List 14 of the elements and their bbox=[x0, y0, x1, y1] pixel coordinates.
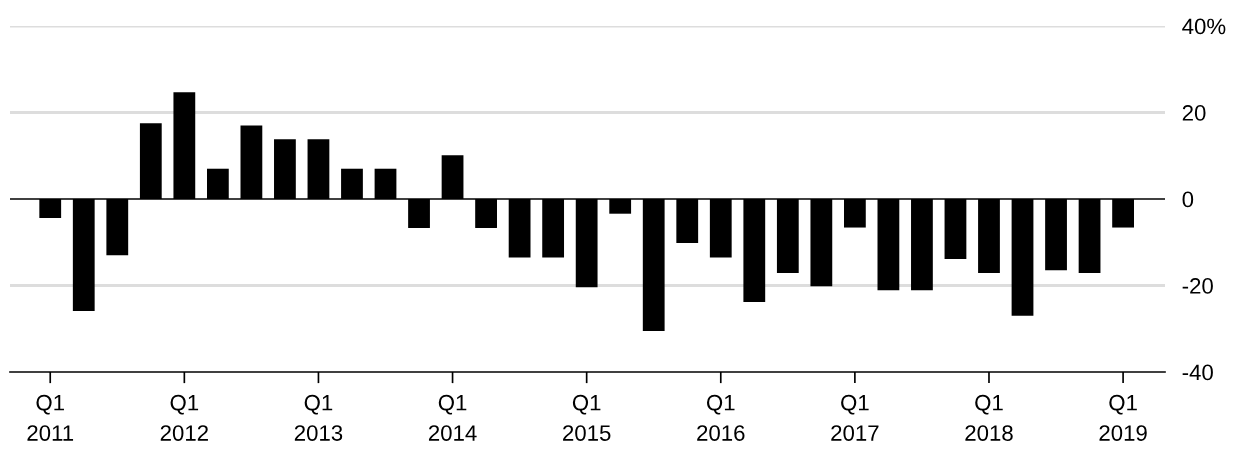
y-tick-label: 0 bbox=[1182, 191, 1194, 208]
x-tick-label: Q1 2018 bbox=[965, 394, 1013, 441]
x-tick-label: Q1 2015 bbox=[563, 394, 611, 441]
x-tick-label: Q1 2013 bbox=[294, 394, 343, 441]
x-tick-label: Q1 2017 bbox=[831, 394, 879, 441]
x-tick-label: Q1 2012 bbox=[160, 394, 208, 441]
y-tick-label: 20 bbox=[1182, 105, 1206, 121]
y-tick-label: -20 bbox=[1182, 278, 1213, 294]
x-tick-label: Q1 2011 bbox=[27, 394, 74, 441]
y-tick-label: -40 bbox=[1182, 364, 1213, 381]
y-tick-label: 40% bbox=[1182, 18, 1226, 35]
x-tick-label: Q1 2016 bbox=[697, 394, 745, 441]
x-tick-label: Q1 2019 bbox=[1099, 394, 1147, 441]
x-tick-label: Q1 2014 bbox=[428, 394, 477, 441]
